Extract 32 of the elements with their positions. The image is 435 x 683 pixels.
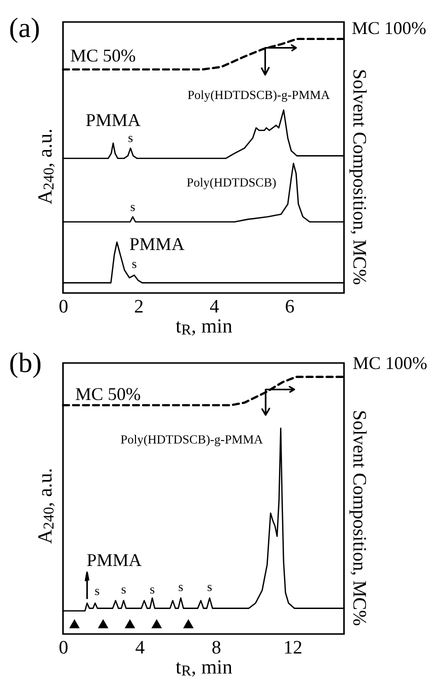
- x-tick-label: 4: [135, 638, 146, 658]
- x-tick-label: 8: [212, 638, 222, 658]
- annotation: s: [132, 256, 137, 272]
- annotation: Poly(HDTDSCB): [186, 175, 276, 190]
- x-axis-title: t$_{R}$, min: [176, 656, 232, 680]
- annotation: MC 100%: [352, 352, 428, 373]
- annotation: MC 100%: [352, 18, 426, 38]
- x-tick-label: 6: [285, 296, 295, 318]
- annotation: Poly(HDTDSCB)-g-PMMA: [120, 432, 263, 446]
- y2-axis-title: Solvent Composition, MC%: [348, 410, 370, 626]
- annotation: s: [128, 130, 134, 146]
- annotation: PMMA: [129, 234, 184, 254]
- y2-axis-title: Solvent Composition, MC%: [348, 69, 370, 286]
- x-tick-label: 0: [58, 296, 68, 318]
- x-tick-label: 12: [283, 638, 302, 658]
- annotation: s: [178, 579, 184, 594]
- x-tick-label: 4: [210, 296, 220, 318]
- x-axis-title: t$_{R}$, min: [176, 316, 232, 339]
- annotation: PMMA: [86, 550, 142, 570]
- annotation: Poly(HDTDSCB)-g-PMMA: [187, 88, 330, 102]
- annotation: s: [121, 582, 126, 597]
- annotation: s: [94, 583, 100, 598]
- chart-title: (b): [9, 348, 42, 379]
- x-tick-label: 0: [58, 638, 68, 658]
- annotation: s: [130, 198, 136, 214]
- annotation: MC 50%: [70, 45, 136, 66]
- annotation: PMMA: [86, 110, 141, 130]
- chart-title: (a): [9, 12, 40, 44]
- annotation: s: [150, 582, 155, 597]
- annotation: s: [207, 579, 212, 594]
- x-tick-label: 2: [134, 296, 144, 318]
- annotation: MC 50%: [75, 384, 141, 404]
